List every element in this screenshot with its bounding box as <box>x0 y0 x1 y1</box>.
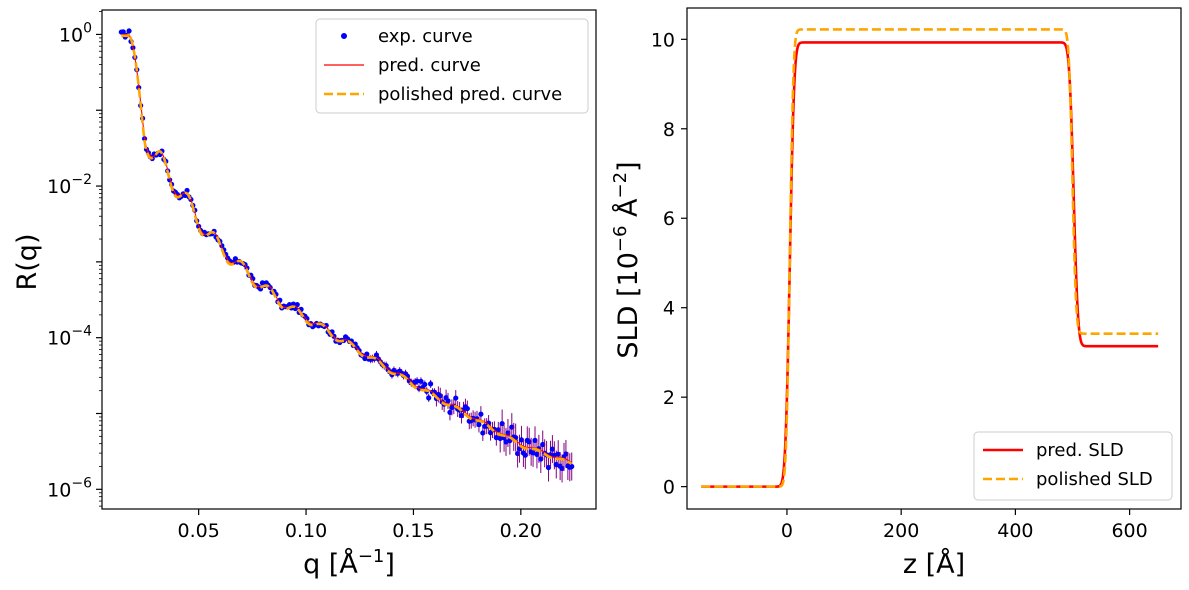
exp-point <box>323 322 329 329</box>
reflectivity-data-layer <box>118 28 575 483</box>
exp-point <box>505 430 511 436</box>
reflectivity-y-ticks: 100 10−2 10−4 10−6 <box>47 11 102 507</box>
exp-point <box>437 393 443 399</box>
polished-sld-line <box>701 28 1159 488</box>
exp-point <box>445 398 451 404</box>
reflectivity-y-tick-label: 10−4 <box>47 324 92 350</box>
exp-point <box>549 446 555 452</box>
exp-point <box>497 435 503 442</box>
exp-point <box>126 28 132 34</box>
exp-point <box>540 441 546 448</box>
exp-point <box>493 435 499 441</box>
sld-y-tick-label: 8 <box>663 119 675 141</box>
exp-point <box>290 301 296 307</box>
exp-point <box>526 439 532 445</box>
reflectivity-axes-frame <box>101 9 597 510</box>
sld-y-tick-label: 10 <box>651 29 675 51</box>
legend-polished-sld-label: polished SLD <box>1036 469 1153 490</box>
exp-point <box>464 405 470 412</box>
legend-pred-curve-label: pred. curve <box>378 55 481 76</box>
sld-data-layer <box>701 28 1159 488</box>
exp-point <box>534 451 540 457</box>
reflectivity-x-ticks: 0.05 0.10 0.15 0.20 <box>177 509 542 542</box>
exp-point <box>428 381 434 387</box>
exp-point <box>414 378 420 384</box>
exp-point <box>555 451 561 457</box>
exp-point <box>480 430 486 436</box>
reflectivity-y-label: R(q) <box>12 234 43 291</box>
sld-legend: pred. SLD polished SLD <box>973 431 1173 501</box>
reflectivity-y-tick-label: 100 <box>59 20 92 46</box>
exp-point <box>458 412 465 419</box>
reflectivity-x-label: q [Å−1] <box>303 546 395 580</box>
exp-point <box>569 463 575 470</box>
exp-point <box>304 315 310 322</box>
exp-point <box>518 437 525 443</box>
exp-point <box>522 452 528 458</box>
sld-y-tick-label: 0 <box>663 477 675 499</box>
reflectivity-y-tick-label: 10−6 <box>47 475 92 501</box>
exp-point <box>120 29 126 35</box>
exp-point <box>499 420 505 427</box>
exp-point <box>373 352 380 358</box>
exp-point <box>476 421 482 428</box>
exp-point <box>422 381 428 388</box>
exp-point <box>495 427 501 433</box>
legend-pred-sld-label: pred. SLD <box>1036 440 1124 461</box>
exp-point <box>559 465 565 472</box>
sld-y-ticks: 0 2 4 6 8 10 <box>651 29 687 499</box>
reflectivity-x-tick-label: 0.15 <box>392 520 434 542</box>
reflectivity-plot: 0.05 0.10 0.15 0.20 100 10−2 10−4 10−6 q [Å−1]… <box>12 9 597 580</box>
exp-point <box>362 355 368 362</box>
exp-point <box>426 395 432 401</box>
sld-x-tick-label: 600 <box>1111 520 1147 542</box>
exp-point <box>478 411 484 417</box>
pred-sld-line <box>701 41 1159 488</box>
exp-point <box>563 451 569 457</box>
exp-point <box>418 378 424 384</box>
reflectivity-x-tick-label: 0.10 <box>285 520 327 542</box>
sld-axes-frame <box>686 7 1182 510</box>
sld-x-label: z [Å] <box>903 548 965 580</box>
polished-curve-line <box>121 30 573 465</box>
sld-x-tick-label: 200 <box>883 520 919 542</box>
sld-x-ticks: 0 200 400 600 <box>781 509 1148 542</box>
exp-point <box>294 302 300 308</box>
sld-y-tick-label: 6 <box>663 208 675 230</box>
sld-y-tick-label: 4 <box>663 298 675 320</box>
sld-x-tick-label: 0 <box>781 520 793 542</box>
exp-point <box>515 450 521 457</box>
legend-exp-curve-marker <box>341 33 347 39</box>
reflectivity-x-tick-label: 0.20 <box>500 520 542 542</box>
sld-y-label: SLD [10−6 Å−2] <box>610 161 644 358</box>
sld-y-tick-label: 2 <box>663 387 675 409</box>
exp-point <box>453 395 459 401</box>
reflectivity-legend-box <box>315 18 589 114</box>
exp-point <box>509 424 515 430</box>
exp-point <box>545 464 552 471</box>
legend-polished-curve-label: polished pred. curve <box>378 84 562 105</box>
reflectivity-x-tick-label: 0.05 <box>177 520 219 542</box>
sld-legend-box <box>973 431 1173 501</box>
reflectivity-legend: exp. curve pred. curve polished pred. cu… <box>315 18 589 114</box>
exp-point <box>532 437 538 443</box>
exp-point <box>447 409 453 415</box>
legend-exp-curve-label: exp. curve <box>378 26 473 47</box>
sld-x-tick-label: 400 <box>997 520 1033 542</box>
reflectivity-y-tick-label: 10−2 <box>47 172 92 198</box>
exp-point <box>538 456 544 462</box>
